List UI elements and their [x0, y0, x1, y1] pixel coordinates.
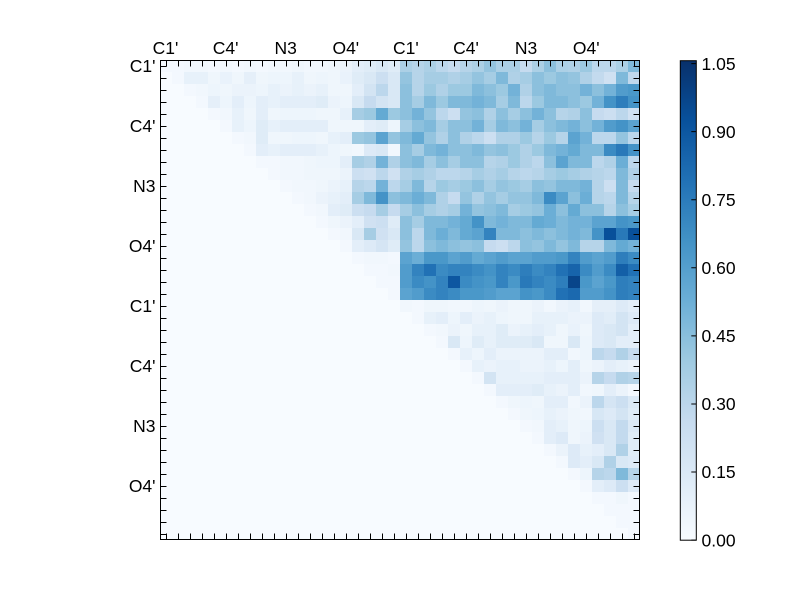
svg-text:C1': C1': [130, 56, 156, 76]
svg-text:O4': O4': [332, 38, 359, 58]
svg-text:1.05: 1.05: [702, 54, 736, 74]
svg-text:0.00: 0.00: [702, 530, 736, 550]
svg-text:0.45: 0.45: [702, 326, 736, 346]
svg-text:C4': C4': [130, 356, 156, 376]
svg-text:O4': O4': [573, 38, 600, 58]
svg-text:N3: N3: [133, 176, 155, 196]
svg-text:C4': C4': [130, 116, 156, 136]
svg-text:C1': C1': [130, 296, 156, 316]
svg-text:0.90: 0.90: [702, 122, 736, 142]
svg-text:0.75: 0.75: [702, 190, 736, 210]
svg-text:C4': C4': [453, 38, 479, 58]
svg-text:N3: N3: [275, 38, 297, 58]
svg-text:N3: N3: [515, 38, 537, 58]
svg-text:O4': O4': [129, 476, 156, 496]
svg-text:0.60: 0.60: [702, 258, 736, 278]
svg-text:C1': C1': [153, 38, 179, 58]
svg-text:C1': C1': [393, 38, 419, 58]
svg-text:N3: N3: [133, 416, 155, 436]
svg-text:C4': C4': [213, 38, 239, 58]
svg-text:0.15: 0.15: [702, 462, 736, 482]
svg-text:0.30: 0.30: [702, 394, 736, 414]
svg-text:O4': O4': [129, 236, 156, 256]
